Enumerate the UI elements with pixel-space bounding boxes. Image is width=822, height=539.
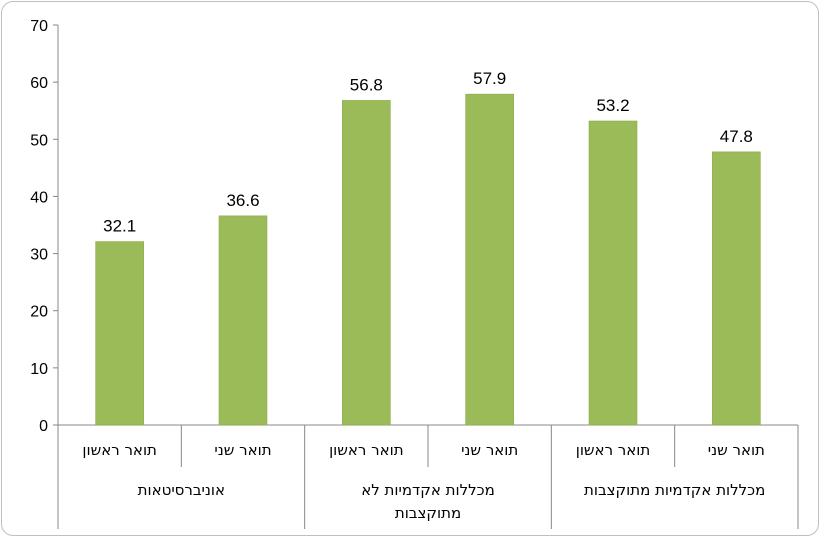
data-labels: 32.1 36.6 56.8 57.9 53.2 47.8 <box>103 69 753 235</box>
y-tick-label: 20 <box>30 304 48 321</box>
y-tick-label: 10 <box>30 361 48 378</box>
bars <box>95 93 761 426</box>
group-label: מתוקצבות <box>395 504 461 522</box>
bar <box>588 120 638 426</box>
category-label: תואר שני <box>461 441 518 459</box>
axes: 0 10 20 30 40 50 60 70 <box>30 18 798 435</box>
y-tick-label: 50 <box>30 132 48 149</box>
bar <box>218 215 268 426</box>
group-label: מכללות אקדמיות מתוקצבות <box>584 481 765 499</box>
data-label: 32.1 <box>103 217 136 236</box>
bar <box>712 151 761 426</box>
category-label: תואר ראשון <box>576 441 651 459</box>
bar <box>465 93 514 426</box>
group-label: מכללות אקדמיות לא <box>361 481 495 499</box>
category-label: תואר ראשון <box>82 441 157 459</box>
data-label: 36.6 <box>226 191 259 210</box>
category-label: תואר שני <box>214 441 271 459</box>
data-label: 56.8 <box>350 75 383 94</box>
data-label: 57.9 <box>473 69 506 88</box>
category-label: תואר ראשון <box>329 441 404 459</box>
y-tick-label: 40 <box>30 189 48 206</box>
y-tick-label: 0 <box>39 418 48 435</box>
y-tick-label: 30 <box>30 247 48 264</box>
y-tick-label: 60 <box>30 75 48 92</box>
category-label: תואר שני <box>708 441 765 459</box>
data-label: 53.2 <box>596 96 629 115</box>
group-label: אוניברסיטאות <box>138 481 225 499</box>
data-label: 47.8 <box>720 127 753 146</box>
bar <box>342 100 391 426</box>
category-axis: תואר ראשון תואר שני תואר ראשון תואר שני תואר… <box>57 425 799 529</box>
bar <box>95 241 144 426</box>
y-tick-label: 70 <box>30 18 48 35</box>
